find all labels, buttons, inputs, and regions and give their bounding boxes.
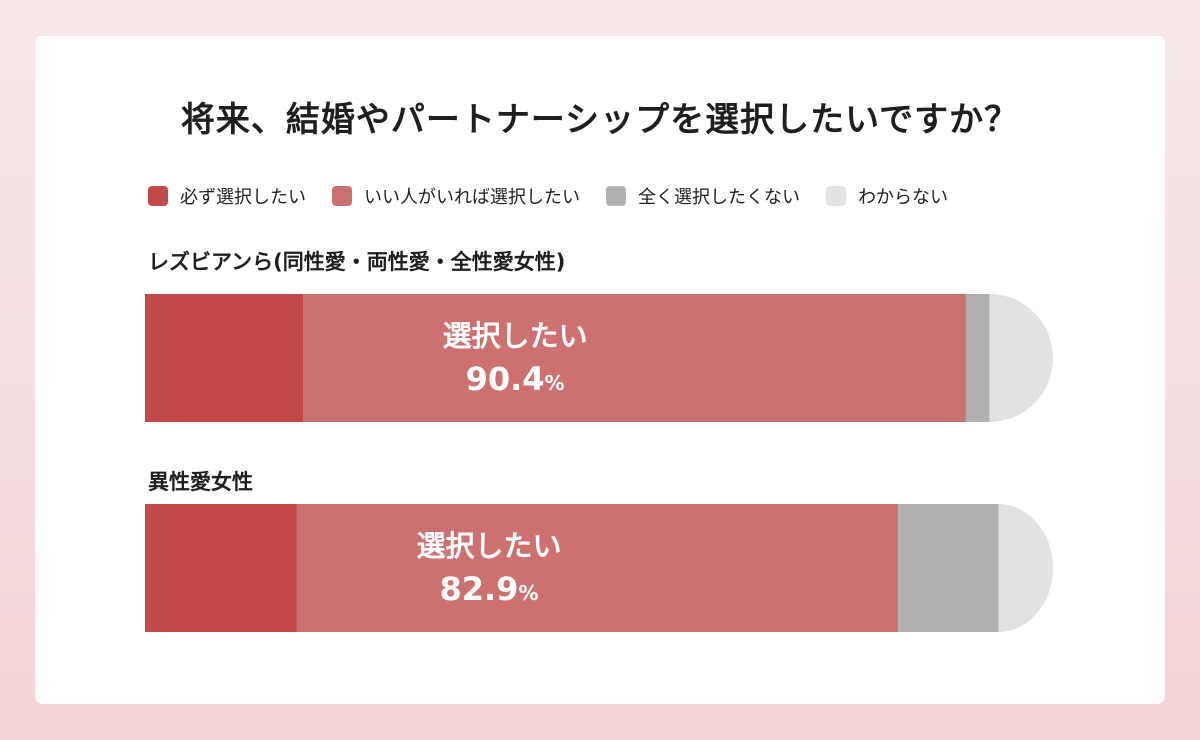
bar-segment-not-at-all	[897, 504, 1000, 632]
legend-label: 必ず選択したい	[180, 187, 306, 208]
legend-item-dont-know: わからない	[826, 183, 948, 209]
category-label-heterosexual: 異性愛女性	[148, 470, 253, 494]
legend-label: わからない	[858, 187, 948, 208]
bar-segment-definitely	[145, 294, 304, 422]
bar-segment-definitely	[145, 504, 298, 632]
legend: 必ず選択したい いい人がいれば選択したい 全く選択したくない わからない	[148, 184, 948, 208]
bar-segment-not-at-all	[965, 294, 990, 422]
bar-annotation-label: 選択したい	[416, 529, 561, 563]
legend-item-not-at-all: 全く選択したくない	[606, 183, 800, 209]
bar-annotation-label: 選択したい	[443, 319, 588, 353]
bar-annotation-value: 82.9%	[439, 570, 538, 608]
legend-item-definitely: 必ず選択したい	[148, 183, 306, 209]
bar-segment-dont-know	[989, 294, 1054, 422]
legend-swatch	[332, 186, 352, 206]
legend-swatch	[826, 186, 846, 206]
bar-segment-dont-know	[998, 504, 1054, 632]
legend-swatch	[148, 186, 168, 206]
legend-label: いい人がいれば選択したい	[364, 187, 580, 208]
chart-title: 将来、結婚やパートナーシップを選択したいですか？	[180, 100, 1020, 140]
bar-segment-if-good-person	[296, 504, 899, 632]
bar-annotation-value: 90.4%	[466, 360, 565, 398]
legend-label: 全く選択したくない	[638, 187, 800, 208]
legend-swatch	[606, 186, 626, 206]
legend-item-if-good-person: いい人がいれば選択したい	[332, 183, 580, 209]
bar-segment-if-good-person	[302, 294, 967, 422]
category-label-lesbian: レズビアンら(同性愛・両性愛・全性愛女性)	[148, 250, 566, 274]
